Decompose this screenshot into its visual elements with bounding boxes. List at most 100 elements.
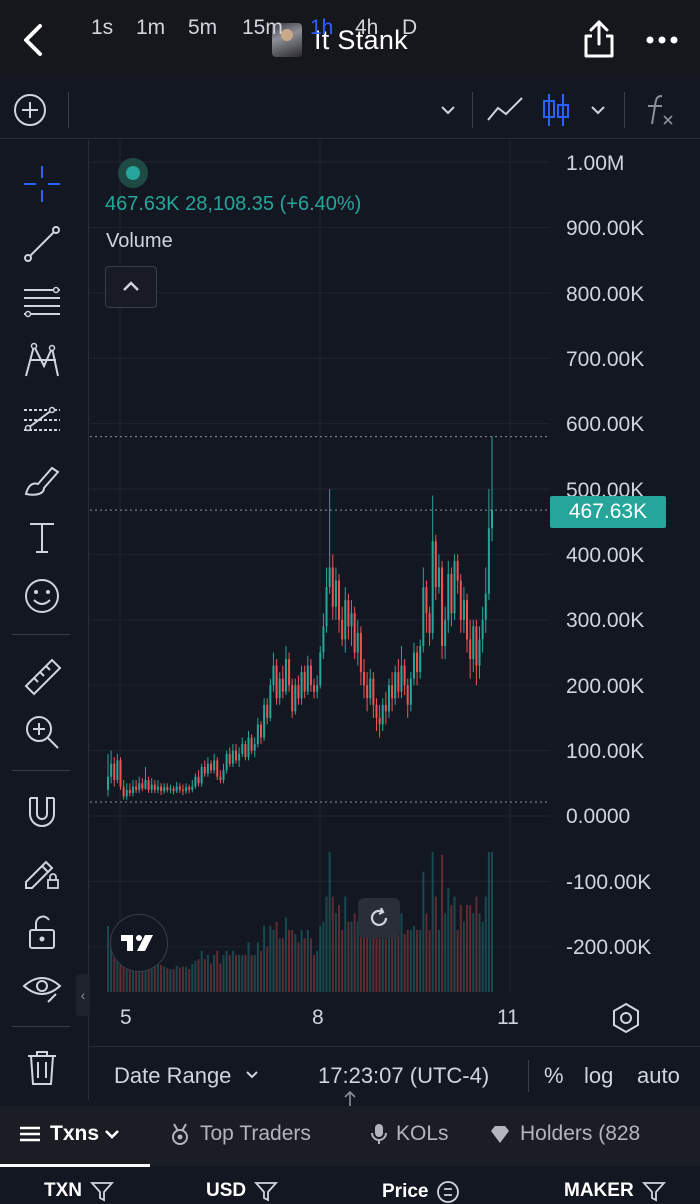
crosshair-icon [24,166,60,202]
tradingview-logo[interactable] [110,914,168,972]
volume-bar [113,942,116,992]
chart-toolbar [0,80,700,139]
volume-bar [153,963,156,992]
volume-bar [450,905,453,992]
volume-indicator-label[interactable]: Volume [106,230,173,252]
percent-scale-button[interactable]: % [544,1063,564,1088]
line-chart-type-button[interactable] [484,92,526,128]
volume-bar [163,966,166,992]
candle-body [113,763,116,781]
volume-bar [178,967,181,992]
column-header-usd[interactable]: USD [206,1180,279,1202]
measure-tool[interactable] [20,654,64,698]
volume-bar [181,966,184,992]
volume-bar [487,852,490,992]
fib-lines-tool[interactable] [20,280,64,324]
date-range-dropdown[interactable] [242,1064,262,1084]
candle-body [135,786,138,790]
more-options-button[interactable] [642,22,682,58]
timeframe-15m[interactable]: 15m [242,16,283,39]
forecast-tool[interactable] [20,398,64,442]
candle-body [194,776,197,787]
volume-bar [325,896,328,992]
brush-tool[interactable] [20,458,64,502]
volume-bar [275,921,278,992]
timeframe-dropdown[interactable] [436,98,460,122]
tab-txns[interactable]: Txns [18,1122,125,1146]
indicators-button[interactable] [640,90,680,130]
volume-bar [441,855,444,992]
candle-body [422,587,425,646]
date-range-button[interactable]: Date Range [114,1063,232,1088]
candle-body [341,619,344,640]
auto-scale-button[interactable]: auto [637,1063,680,1088]
candle-body [394,672,397,699]
candle-body [425,587,428,614]
column-header-txn[interactable]: TXN [44,1180,114,1202]
settings-icon [613,1002,639,1034]
reset-chart-button[interactable] [358,898,400,938]
tab-kols[interactable]: KOLs [368,1122,449,1146]
candle-body [107,776,109,790]
chart-type-dropdown[interactable] [586,98,610,122]
timeframe-1m[interactable]: 1m [136,16,166,39]
volume-bar [334,913,337,992]
volume-bar [206,955,209,992]
candle-chart-type-button[interactable] [538,90,574,130]
zoom-in-icon [26,716,59,749]
pattern-tool[interactable] [20,338,64,382]
price-axis-label: 800.00K [566,283,645,306]
volume-bar [281,938,284,992]
trend-line-tool[interactable] [20,222,64,266]
candle-body [131,786,134,794]
back-button[interactable] [14,18,54,62]
candle-body [416,652,419,673]
timeframe-5m[interactable]: 5m [188,16,218,39]
token-title-group[interactable]: It Stank [272,20,408,60]
lock-drawings-tool[interactable] [20,850,64,894]
visibility-tool[interactable] [20,966,64,1010]
candle-body [316,685,319,692]
candle-body [469,639,472,660]
tab-holders[interactable]: Holders (828 [488,1122,640,1146]
candle-body [391,685,394,699]
magnet-tool[interactable] [20,790,64,834]
tools-divider [12,634,70,635]
remove-drawings-tool[interactable] [20,1046,64,1090]
candle-body [484,593,487,620]
price-axis-label: 900.00K [566,217,645,240]
volume-bar [447,888,450,992]
log-scale-button[interactable]: log [584,1063,614,1088]
range-divider [528,1060,529,1092]
timeframe-d[interactable]: D [402,16,418,39]
candle-body [481,619,484,640]
timeframe-1s[interactable]: 1s [91,16,114,39]
chart-settings-button[interactable] [608,1000,644,1036]
crosshair-tool[interactable] [20,162,64,206]
candle-body [263,704,266,738]
candle-body [356,632,359,653]
candle-body [334,580,337,607]
collapse-legend-button[interactable] [105,266,157,308]
zoom-tool[interactable] [20,710,64,754]
timeframe-1h[interactable]: 1h [310,16,334,39]
volume-bar [228,955,231,992]
collapse-sidebar-handle[interactable]: ‹ [76,974,90,1016]
timeframe-4h[interactable]: 4h [355,16,379,39]
share-button[interactable] [580,18,618,62]
price-axis-label: 200.00K [566,675,645,698]
lock-all-tool[interactable] [20,910,64,954]
price-chart[interactable] [90,140,550,992]
column-header-price[interactable]: Price [382,1180,460,1204]
add-indicator-button[interactable] [12,92,48,128]
tab-top-traders[interactable]: Top Traders [168,1122,311,1146]
time-axis-label: 8 [312,1006,324,1029]
candle-body [419,645,422,673]
volume-bar [197,959,200,992]
emoji-tool[interactable] [20,574,64,618]
header-bar [0,0,700,78]
column-header-maker[interactable]: MAKER [564,1180,666,1202]
current-time[interactable]: 17:23:07 (UTC-4) [318,1063,490,1088]
candle-body [434,541,437,588]
text-tool[interactable] [20,516,64,560]
